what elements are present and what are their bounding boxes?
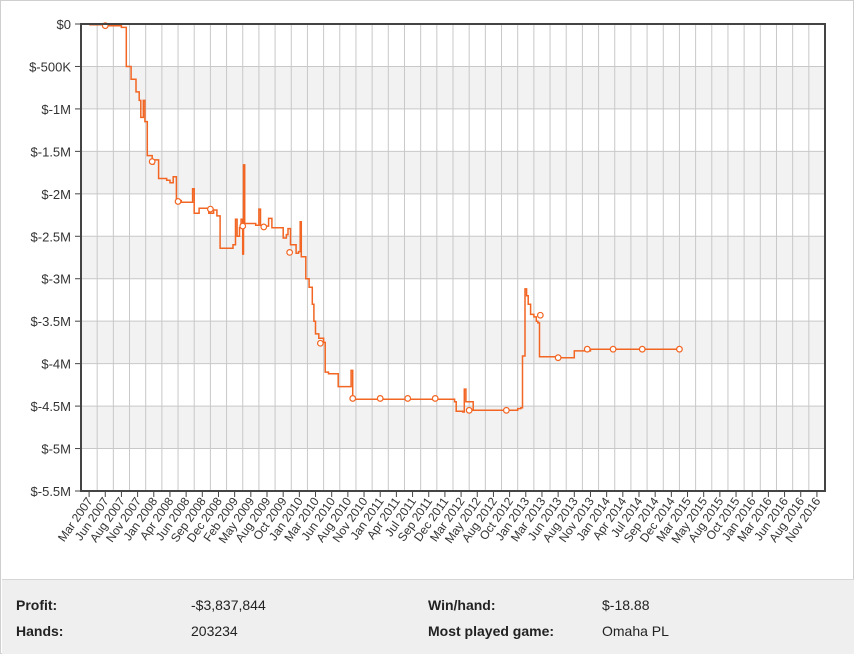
data-point xyxy=(260,223,268,231)
stats-panel: Profit: -$3,837,844 Win/hand: $-18.88 Ha… xyxy=(2,579,854,654)
data-point xyxy=(239,222,247,230)
y-tick-label: $-2M xyxy=(41,187,71,202)
y-tick-label: $-1M xyxy=(41,102,71,117)
game-label: Most played game: xyxy=(428,623,555,639)
y-tick-label: $-500K xyxy=(29,59,71,74)
data-point xyxy=(465,406,473,414)
y-tick-label: $-2.5M xyxy=(31,229,71,244)
data-point xyxy=(206,205,214,213)
y-tick-label: $-4.5M xyxy=(31,399,71,414)
hands-value: 203234 xyxy=(191,623,238,639)
y-tick-label: $-3.5M xyxy=(31,314,71,329)
data-point xyxy=(404,395,412,402)
winhand-label: Win/hand: xyxy=(428,597,496,613)
profit-value: -$3,837,844 xyxy=(191,597,266,613)
data-point xyxy=(148,158,156,165)
profit-label: Profit: xyxy=(16,597,58,613)
series-line xyxy=(89,24,682,413)
data-point xyxy=(554,354,562,362)
profit-line-chart: $0 $-500K $-1M $-1.5M $-2M $-2.5M $-3M $-3.5M $-… xyxy=(29,17,826,546)
data-point xyxy=(286,249,294,256)
data-point xyxy=(174,198,182,205)
data-point xyxy=(376,395,384,402)
game-value: Omaha PL xyxy=(602,623,669,639)
data-point xyxy=(536,311,544,319)
plot-border xyxy=(80,23,826,492)
y-tick-label: $0 xyxy=(57,17,71,32)
data-point xyxy=(502,406,510,414)
data-point xyxy=(638,345,646,353)
data-point xyxy=(583,345,591,353)
y-axis: $0 $-500K $-1M $-1.5M $-2M $-2.5M $-3M $-3.5M $-… xyxy=(29,17,81,499)
y-tick-label: $-5M xyxy=(41,442,71,457)
winhand-value: $-18.88 xyxy=(602,597,650,613)
hands-label: Hands: xyxy=(16,623,64,639)
y-tick-label: $-3M xyxy=(41,272,71,287)
y-tick-label: $-4M xyxy=(41,357,71,372)
y-tick-label: $-1.5M xyxy=(31,144,71,159)
data-point xyxy=(349,395,357,402)
data-point xyxy=(609,345,617,353)
series-group xyxy=(89,22,683,414)
y-tick-label: $-5.5M xyxy=(31,484,71,499)
data-point xyxy=(431,395,439,402)
data-point xyxy=(676,345,683,353)
data-point xyxy=(316,339,324,347)
